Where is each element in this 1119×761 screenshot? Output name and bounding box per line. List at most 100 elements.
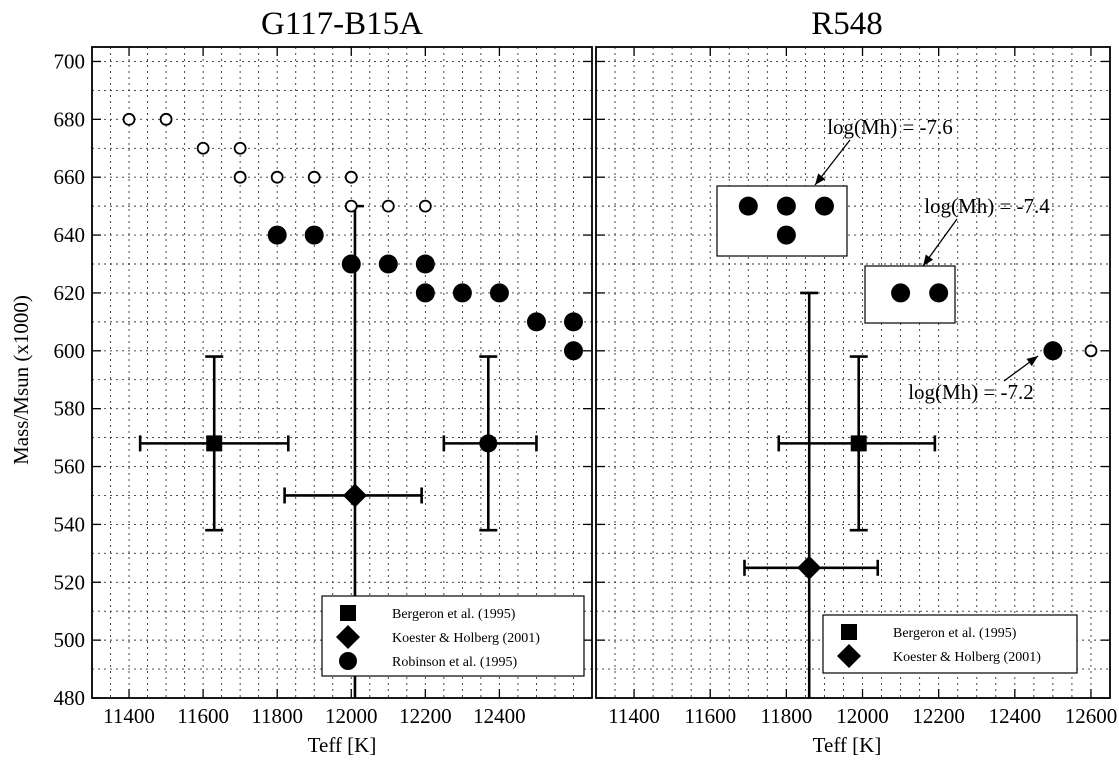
annotation: log(Mh) = -7.2 (908, 355, 1039, 404)
x-tick-label: 12600 (1065, 704, 1118, 728)
x-tick-label: 12400 (473, 704, 526, 728)
x-tick-label: 12000 (325, 704, 378, 728)
x-tick-label: 12200 (399, 704, 452, 728)
filled-circle-point (929, 283, 949, 303)
legend-square-marker (841, 624, 857, 640)
y-tick-label: 660 (54, 165, 86, 189)
legend-diamond-marker (336, 625, 360, 649)
plot-frame (91, 46, 593, 699)
error-point-square (777, 355, 937, 532)
filled-circle-point (267, 225, 287, 245)
open-circle-point (307, 170, 321, 184)
legend-label: Robinson et al. (1995) (392, 655, 518, 670)
panel-title: R548 (811, 6, 883, 42)
y-tick-label: 540 (54, 512, 86, 536)
filled-circle-point (814, 196, 834, 216)
filled-circle-point (415, 254, 435, 274)
error-point-square (138, 355, 290, 532)
annotation-label: log(Mh) = -7.4 (924, 194, 1050, 218)
grid (595, 46, 1111, 699)
data-marks: log(Mh) = -7.6 log(Mh) = -7.4 log(Mh) = -7… (716, 115, 1098, 698)
open-circle-point (381, 199, 395, 213)
legend-circle-marker (339, 652, 357, 670)
filled-circle-point (452, 283, 472, 303)
arrow-head (1026, 356, 1038, 367)
y-tick-label: 640 (54, 223, 86, 247)
diamond-marker (342, 483, 367, 508)
annotation-label: log(Mh) = -7.2 (908, 380, 1034, 404)
grid (91, 46, 593, 699)
filled-circle-point (738, 196, 758, 216)
x-axis-title: Teff [K] (308, 733, 377, 757)
legend-box (321, 595, 585, 677)
diamond-marker (797, 555, 822, 580)
y-tick-label: 580 (54, 397, 86, 421)
x-tick-label: 11400 (103, 704, 155, 728)
legend-label: Koester & Holberg (2001) (893, 650, 1041, 665)
filled-circle-point (563, 312, 583, 332)
arrow-head (815, 173, 826, 185)
tick-labels: 11400 11600 11800 12000 12200 12400 12600 (608, 704, 1117, 728)
y-tick-label: 600 (54, 339, 86, 363)
filled-circle-point (776, 196, 796, 216)
circle-marker (479, 434, 498, 453)
open-circle-point (196, 141, 210, 155)
error-point-circle (442, 355, 538, 532)
y-axis-title: Mass/Msun (x1000) (9, 295, 33, 465)
y-tick-label: 500 (54, 628, 86, 652)
y-tick-label: 520 (54, 570, 86, 594)
legend-square-marker (340, 605, 356, 621)
x-tick-label: 11800 (251, 704, 303, 728)
open-circle-point (122, 112, 136, 126)
open-circle-point (270, 170, 284, 184)
panel-g117-b15a: G117-B15A Bergeron et al. (1995) Koester … (54, 6, 593, 757)
x-tick-label: 11800 (761, 704, 813, 728)
filled-circle-point (526, 312, 546, 332)
open-circle-point (233, 170, 247, 184)
y-tick-label: 480 (54, 686, 86, 710)
legend-diamond-marker (837, 644, 861, 668)
square-marker (850, 435, 867, 452)
filled-circle-point (776, 225, 796, 245)
x-tick-label: 11600 (177, 704, 229, 728)
x-tick-label: 12200 (912, 704, 965, 728)
error-point-diamond (743, 291, 880, 698)
filled-circle-point (891, 283, 911, 303)
panel-title: G117-B15A (261, 6, 423, 42)
y-tick-label: 620 (54, 281, 86, 305)
square-marker (206, 435, 223, 452)
tick-labels: 11400 11600 11800 12000 12200 12400 480 500 520 5… (54, 49, 526, 728)
filled-circle-point (489, 283, 509, 303)
x-tick-label: 12000 (836, 704, 889, 728)
annotation: log(Mh) = -7.6 (814, 115, 953, 186)
x-tick-label: 11400 (608, 704, 660, 728)
open-circle-point (159, 112, 173, 126)
filled-circle-point (1043, 341, 1063, 361)
legend-label: Bergeron et al. (1995) (392, 607, 516, 622)
filled-circle-point (378, 254, 398, 274)
filled-circle-point (304, 225, 324, 245)
data-marks (122, 112, 583, 698)
y-tick-label: 560 (54, 455, 86, 479)
x-axis-title: Teff [K] (813, 733, 882, 757)
legend-box (822, 614, 1078, 674)
open-circle-point (344, 170, 358, 184)
annotation-label: log(Mh) = -7.6 (827, 115, 953, 139)
annotation: log(Mh) = -7.4 (922, 194, 1050, 267)
plot-frame (595, 46, 1111, 699)
arrow-head (923, 254, 934, 266)
y-tick-label: 700 (54, 49, 86, 73)
x-tick-label: 11600 (684, 704, 736, 728)
legend: Bergeron et al. (1995) Koester & Holberg … (822, 614, 1078, 674)
filled-circle-point (415, 283, 435, 303)
open-circle-point (1084, 344, 1098, 358)
legend-label: Bergeron et al. (1995) (893, 626, 1017, 641)
open-circle-point (418, 199, 432, 213)
legend: Bergeron et al. (1995) Koester & Holberg … (321, 595, 585, 677)
open-circle-point (233, 141, 247, 155)
filled-circle-point (341, 254, 361, 274)
y-tick-label: 680 (54, 107, 86, 131)
filled-circle-point (563, 341, 583, 361)
